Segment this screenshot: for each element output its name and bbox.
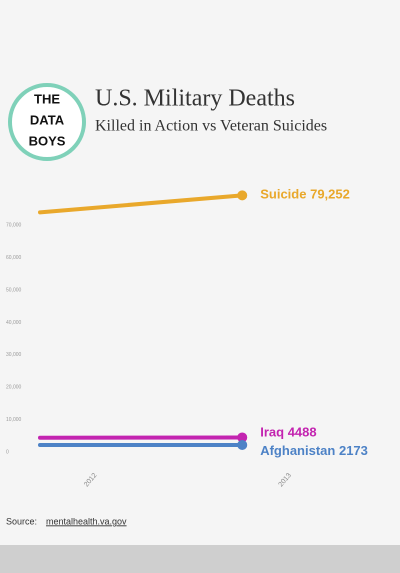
y-tick-label: 10,000 — [6, 417, 22, 423]
source-label: Source: — [6, 516, 37, 526]
bottom-band — [0, 545, 400, 573]
y-tick-label: 20,000 — [6, 385, 22, 391]
series-name: Afghanistan — [260, 443, 335, 458]
series-label: Iraq 4488 — [260, 425, 316, 440]
y-tick-label: 50,000 — [6, 287, 22, 293]
y-tick-label: 70,000 — [6, 223, 22, 229]
chart-subtitle: Killed in Action vs Veteran Suicides — [95, 118, 327, 135]
y-tick-label: 60,000 — [6, 255, 22, 261]
y-tick-label: 30,000 — [6, 352, 22, 358]
series-name: Suicide — [260, 187, 306, 202]
series-line — [38, 193, 245, 215]
series-label: Suicide 79,252 — [260, 187, 350, 202]
logo-text: BOYS — [29, 133, 66, 148]
value-label: 79,252 — [310, 187, 350, 202]
y-tick-label: 40,000 — [6, 320, 22, 326]
logo-ring — [8, 83, 86, 161]
logo-text: DATA — [30, 112, 65, 127]
value-label: 2173 — [339, 443, 368, 458]
logo-text: THE — [34, 91, 60, 106]
y-tick-label: 0 — [6, 449, 9, 455]
end-point — [237, 190, 248, 201]
value-label: 4488 — [288, 425, 317, 440]
series-label: Afghanistan 2173 — [260, 443, 368, 458]
chart-title: U.S. Military Deaths — [95, 86, 295, 112]
end-point — [237, 439, 248, 450]
source-link[interactable]: mentalhealth.va.gov — [46, 516, 127, 526]
end-point — [237, 432, 248, 443]
series-name: Iraq — [260, 425, 284, 440]
